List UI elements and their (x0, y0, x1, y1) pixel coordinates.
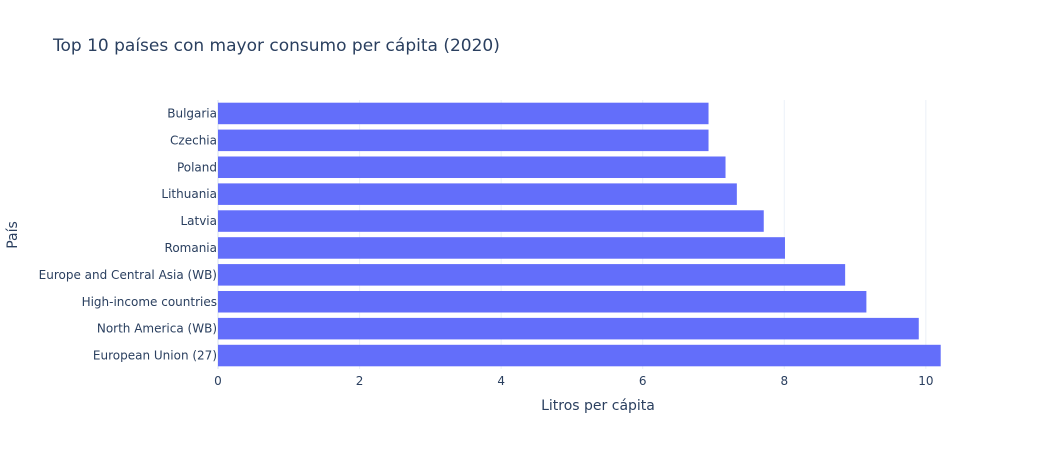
y-tick-label: Poland (177, 160, 217, 174)
y-tick-label: Romania (165, 241, 217, 255)
y-tick-label: Lithuania (161, 187, 217, 201)
bar[interactable] (218, 264, 846, 286)
y-tick-label: Latvia (180, 214, 217, 228)
x-tick-label: 2 (356, 374, 364, 388)
bar[interactable] (218, 156, 726, 179)
x-tick-label: 8 (780, 374, 788, 388)
bar[interactable] (218, 344, 941, 367)
y-tick-label: North America (WB) (97, 322, 217, 336)
y-tick-label: European Union (27) (93, 349, 217, 363)
bar[interactable] (218, 102, 709, 125)
x-axis-label: Litros per cápita (541, 398, 655, 414)
bar[interactable] (218, 210, 764, 232)
y-tick-label: Bulgaria (167, 106, 217, 120)
x-tick-label: 6 (639, 374, 647, 388)
x-tick-label: 10 (918, 374, 933, 388)
bar[interactable] (218, 317, 919, 340)
y-tick-label: High-income countries (82, 295, 217, 309)
bar[interactable] (218, 129, 709, 152)
bars (218, 102, 941, 367)
chart-title: Top 10 países con mayor consumo per cápi… (52, 36, 500, 56)
y-axis-label: País (5, 221, 21, 249)
x-tick-labels: 0 2 4 6 8 10 (214, 374, 933, 388)
y-tick-labels: Bulgaria Czechia Poland Lithuania Latvia Roma… (39, 106, 217, 362)
bar[interactable] (218, 237, 785, 259)
y-tick-label: Europe and Central Asia (WB) (39, 268, 217, 282)
bar[interactable] (218, 290, 867, 313)
x-tick-label: 4 (497, 374, 505, 388)
x-tick-label: 0 (214, 374, 222, 388)
bar[interactable] (218, 183, 737, 205)
y-tick-label: Czechia (170, 133, 217, 147)
